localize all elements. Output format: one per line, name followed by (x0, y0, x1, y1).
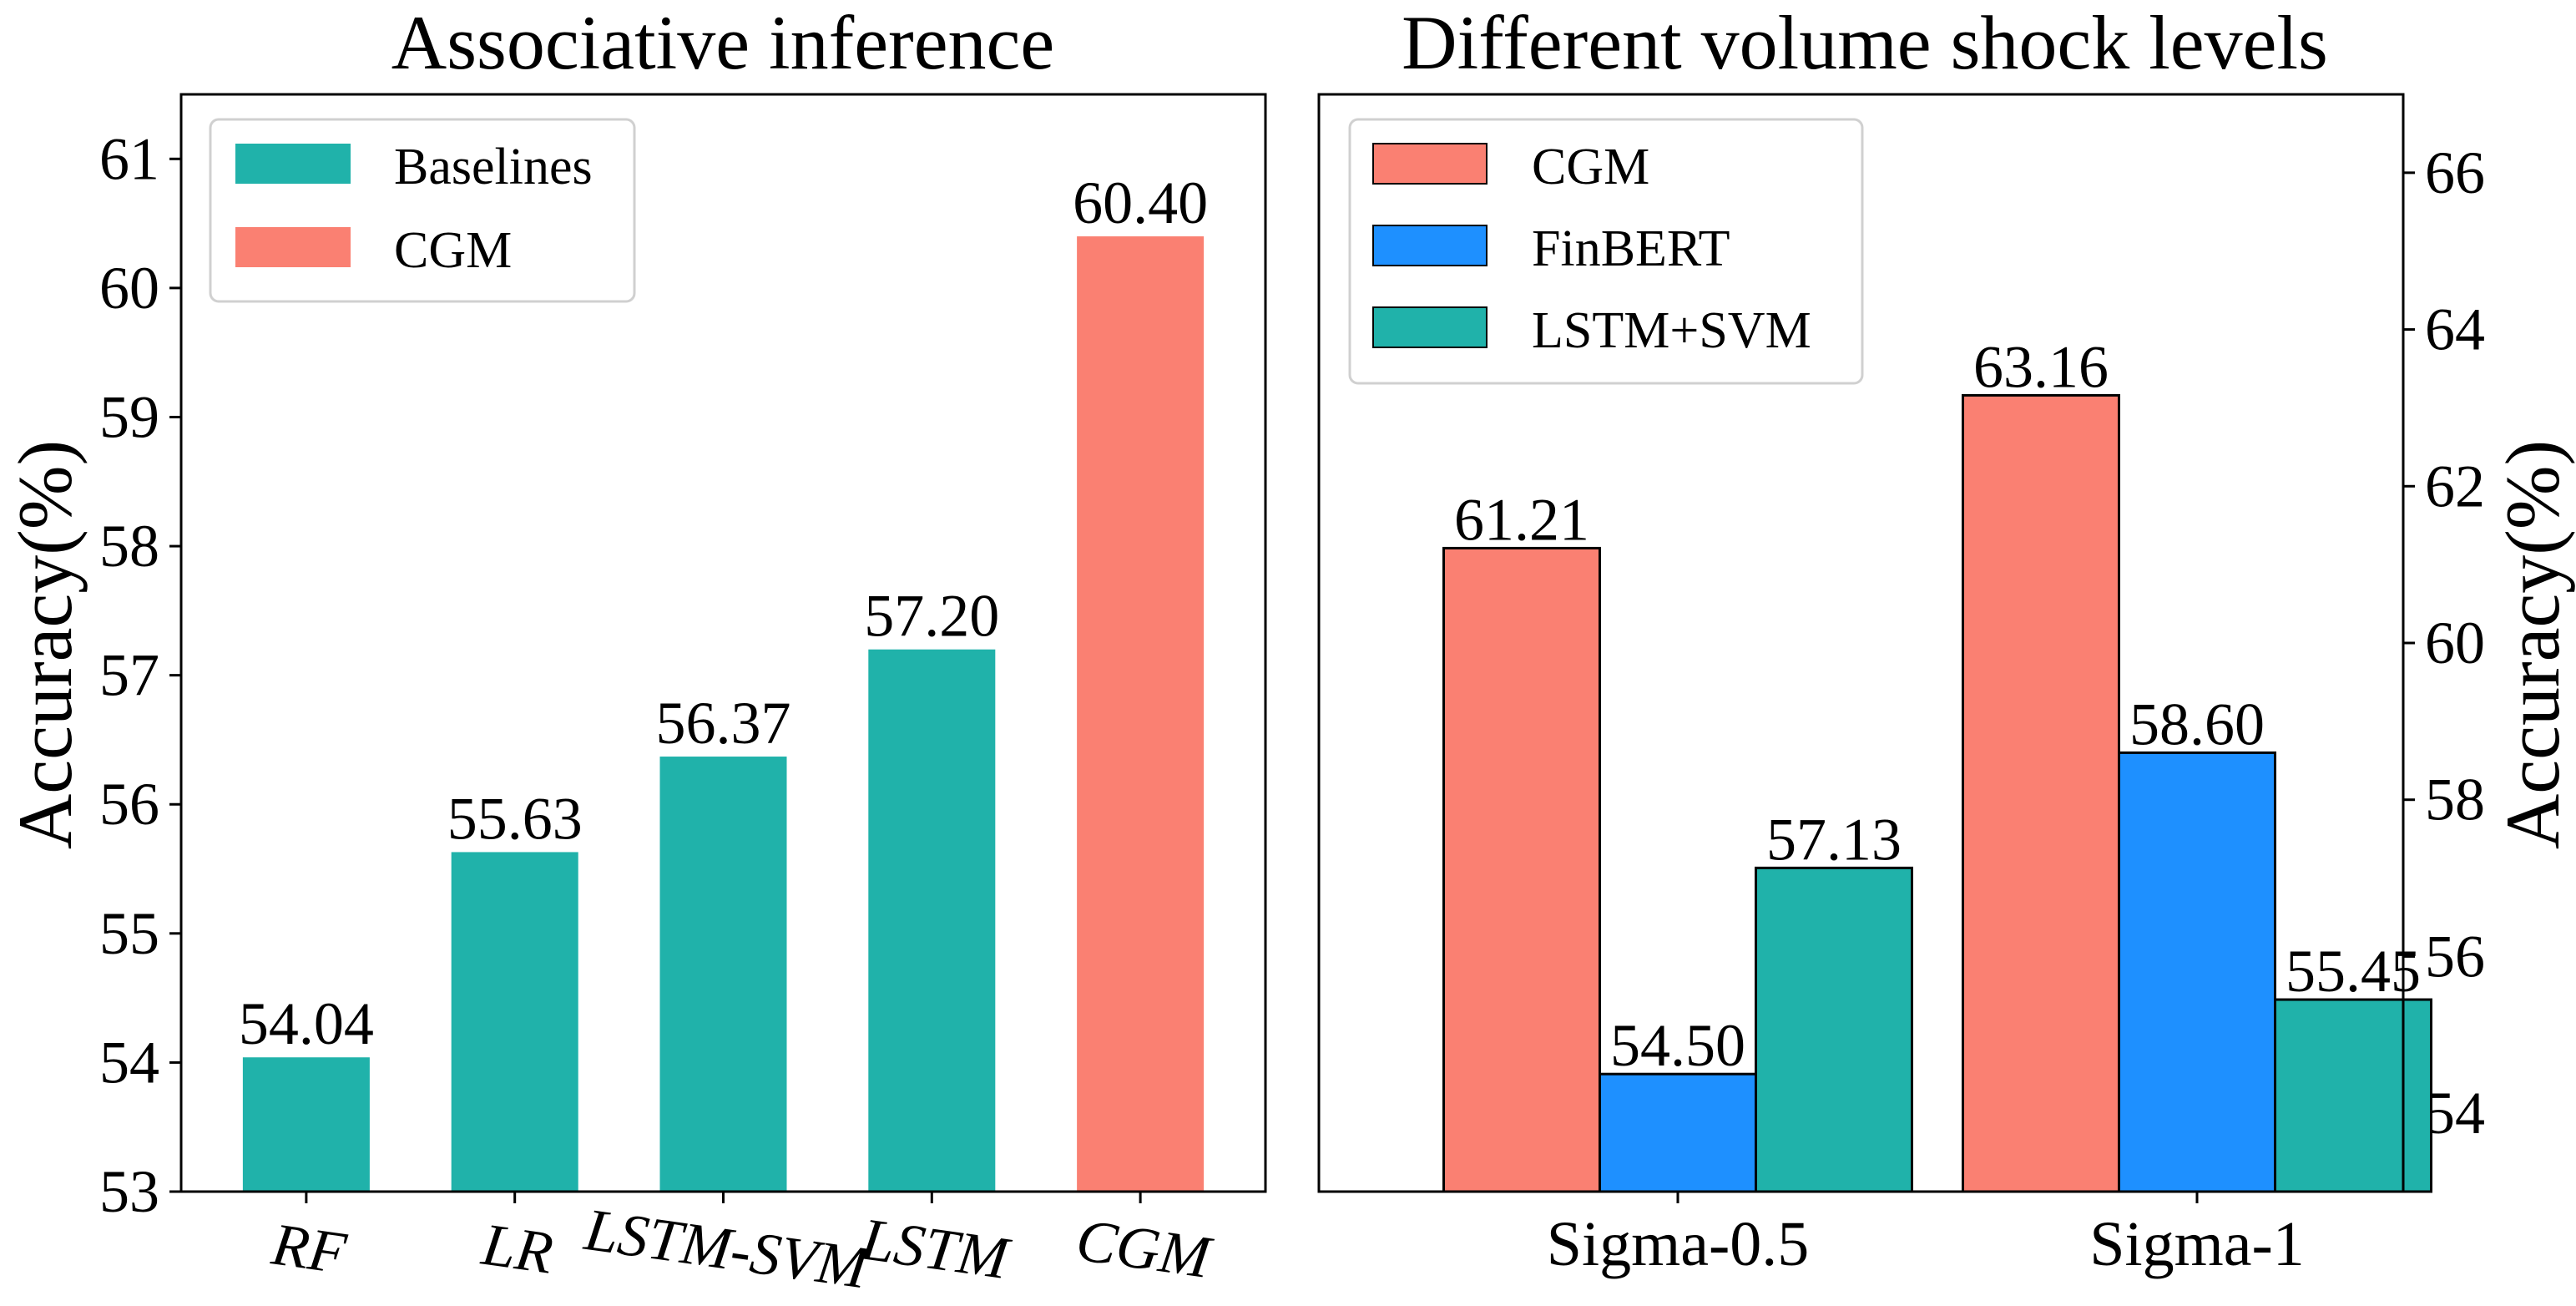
legend-label: FinBERT (1532, 220, 1730, 277)
x-tick-label: Sigma-0.5 (1547, 1209, 1810, 1279)
x-tick-label: LSTM (856, 1205, 1015, 1292)
y-tick-label: 58 (2425, 767, 2485, 833)
y-tick-label: 66 (2425, 139, 2485, 206)
y-tick-label: 54 (2425, 1080, 2485, 1147)
y-tick-label: 60 (2425, 610, 2485, 676)
legend: Baselines CGM (209, 118, 636, 303)
associative-inference-panel: Associative inference Accuracy(%) 53 54 55… (3, 0, 1267, 1302)
y-tick-label: 61 (99, 125, 159, 192)
y-tick-label: 57 (99, 642, 159, 709)
x-tick-label: LR (477, 1211, 557, 1287)
data-label: 63.16 (1973, 333, 2109, 400)
bar (2118, 751, 2276, 1193)
x-tick-label: RF (267, 1210, 351, 1287)
x-tick-label: Sigma-1 (2089, 1209, 2305, 1279)
y-tick-label: 56 (2425, 923, 2485, 990)
bar (242, 1057, 370, 1192)
legend-label: Baselines (394, 139, 593, 195)
plot-frame (1317, 93, 2405, 1193)
data-label: 57.20 (864, 583, 999, 650)
data-label: 55.45 (2286, 938, 2421, 1005)
x-axis-ticks: Sigma-0.5 Sigma-1 (1547, 1192, 2305, 1279)
legend-label: LSTM+SVM (1532, 302, 1811, 359)
data-label: 58.60 (2129, 691, 2265, 757)
legend-swatch (1372, 306, 1488, 348)
bar (2274, 998, 2432, 1193)
volume-shock-panel: Different volume shock levels Accuracy(%… (1317, 0, 2575, 1279)
data-label: 57.13 (1766, 806, 1902, 873)
bars: 54.04 55.63 56.37 57.20 60.40 (239, 170, 1208, 1192)
y-tick-label: 55 (99, 900, 159, 967)
legend-label: CGM (394, 222, 512, 279)
x-tick-label: LSTM-SVM (580, 1196, 875, 1302)
bar (451, 852, 578, 1192)
y-axis-ticks: 53 54 55 56 57 58 59 60 61 (99, 125, 181, 1225)
legend-swatch (235, 227, 351, 267)
y-tick-label: 59 (99, 383, 159, 450)
data-label: 60.40 (1073, 170, 1208, 236)
data-label: 54.04 (239, 990, 374, 1057)
legend: CGM FinBERT LSTM+SVM (1348, 118, 1864, 385)
plot-frame (179, 93, 1267, 1193)
bar (1599, 1072, 1757, 1193)
bar (1442, 546, 1601, 1193)
panel-title: Associative inference (391, 0, 1054, 85)
y-axis-label: Accuracy(%) (2490, 440, 2575, 849)
y-tick-label: 62 (2425, 453, 2485, 519)
legend-swatch (235, 144, 351, 184)
legend-swatch (1372, 225, 1488, 266)
bar (659, 757, 787, 1192)
bar (868, 649, 996, 1192)
data-label: 56.37 (656, 690, 791, 757)
y-axis-ticks: 54 56 58 60 62 64 66 (2403, 139, 2485, 1147)
bar (1755, 866, 1913, 1193)
y-axis-label: Accuracy(%) (3, 440, 88, 849)
y-tick-label: 54 (99, 1029, 159, 1096)
y-tick-label: 58 (99, 513, 159, 580)
x-tick-label: CGM (1073, 1206, 1218, 1291)
bars: 61.21 54.50 57.13 63.16 58.60 55.45 (1442, 333, 2432, 1193)
panel-title: Different volume shock levels (1402, 0, 2328, 85)
legend-label: CGM (1532, 139, 1649, 195)
legend-swatch (1372, 143, 1488, 185)
y-tick-label: 64 (2425, 296, 2485, 363)
bar (1077, 236, 1205, 1192)
bar (1962, 393, 2120, 1193)
y-tick-label: 60 (99, 255, 159, 321)
y-tick-label: 56 (99, 771, 159, 838)
data-label: 55.63 (447, 785, 583, 852)
y-tick-label: 53 (99, 1158, 159, 1225)
data-label: 54.50 (1610, 1012, 1745, 1079)
data-label: 61.21 (1454, 486, 1589, 553)
